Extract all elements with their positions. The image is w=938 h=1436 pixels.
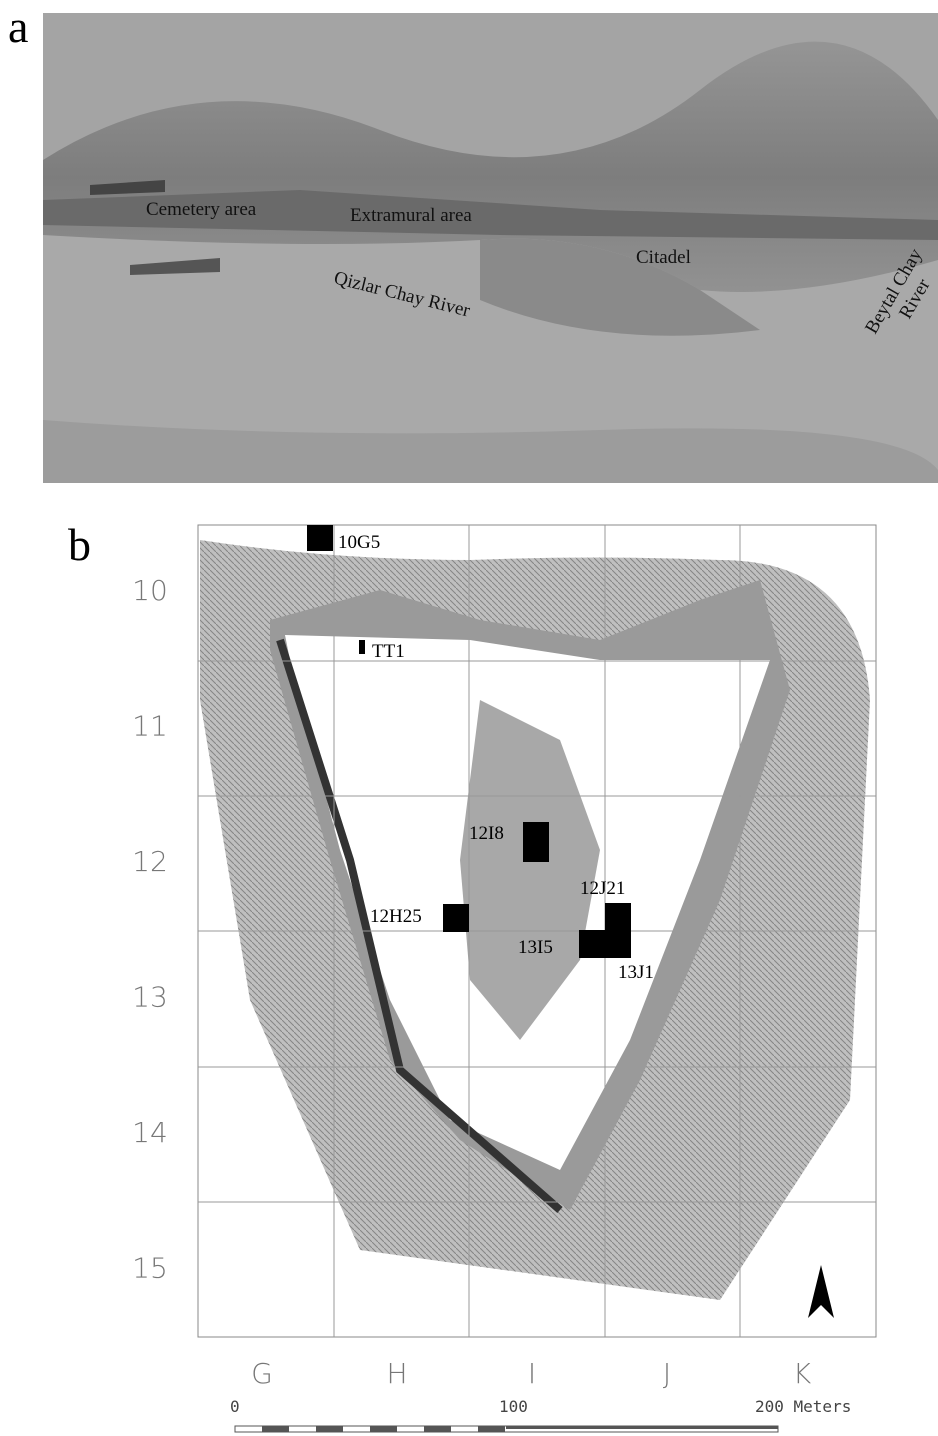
panel-label: a (8, 1, 28, 52)
column-label: K (793, 1357, 812, 1390)
trench-label: TT1 (372, 641, 405, 662)
figure: a Cemetery area Extramural area Citadel … (0, 0, 938, 1436)
panel-label: b (68, 519, 91, 570)
row-label: 10 (132, 574, 168, 607)
trench-label: 13I5 (518, 937, 553, 958)
scale-label: 200 Meters (755, 1397, 851, 1416)
trench-label: 12H25 (370, 906, 422, 927)
scale-label: 0 (230, 1397, 240, 1416)
column-label: H (386, 1357, 407, 1390)
map (198, 525, 876, 1337)
row-label: 15 (132, 1252, 168, 1285)
row-label: 12 (132, 845, 168, 878)
annotation: Cemetery area (146, 199, 257, 220)
trench-label: 12J21 (580, 878, 625, 899)
column-label: I (528, 1357, 536, 1390)
column-label: J (663, 1357, 671, 1390)
scale-bar (235, 1426, 778, 1432)
column-label: G (251, 1357, 273, 1390)
trench-label: 13J1 (618, 962, 654, 983)
row-label: 11 (132, 710, 168, 743)
trench-label: 10G5 (338, 532, 380, 553)
row-label: 14 (132, 1116, 168, 1149)
trench-label: 12I8 (469, 823, 504, 844)
row-label: 13 (132, 981, 168, 1014)
photo (43, 13, 938, 483)
annotation: Extramural area (350, 205, 472, 226)
annotation: Citadel (636, 247, 691, 268)
scale-label: 100 (499, 1397, 528, 1416)
